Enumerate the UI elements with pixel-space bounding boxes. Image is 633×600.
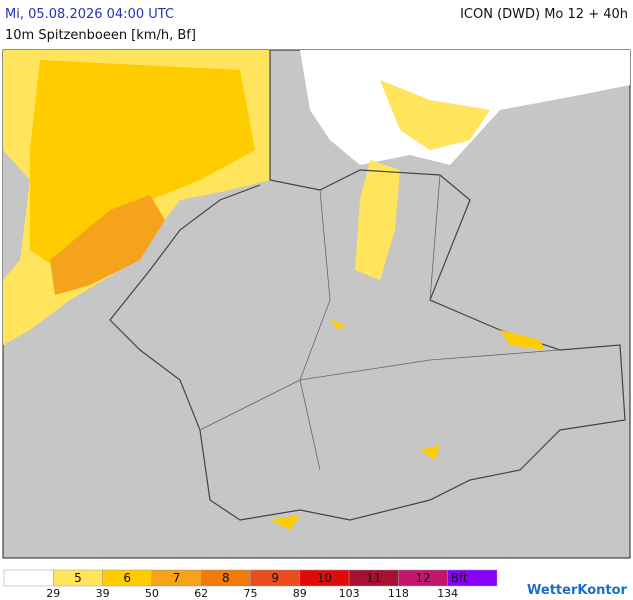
legend-label: 5 [74, 571, 82, 585]
legend-threshold: 62 [194, 587, 208, 600]
map [2, 49, 631, 559]
parameter: 10m Spitzenboeen [km/h, Bf] [5, 28, 196, 43]
legend-threshold: 89 [293, 587, 307, 600]
legend-label: 8 [222, 571, 230, 585]
legend-swatch [447, 569, 498, 587]
legend-label: 6 [123, 571, 131, 585]
datetime: Mi, 05.08.2026 04:00 UTC [5, 7, 174, 22]
legend-threshold: 103 [339, 587, 360, 600]
legend-label: 10 [317, 571, 332, 585]
model-run: ICON (DWD) Mo 12 + 40h [460, 7, 628, 22]
legend-threshold: 50 [145, 587, 159, 600]
legend-label: 7 [173, 571, 181, 585]
legend-threshold: 134 [437, 587, 458, 600]
logo: WetterKontor [527, 583, 628, 598]
legend-label: 11 [366, 571, 381, 585]
legend-swatch [3, 569, 54, 587]
legend-label: 9 [271, 571, 279, 585]
legend-label: Bft [451, 571, 468, 585]
legend-label: 12 [415, 571, 430, 585]
legend-threshold: 118 [388, 587, 409, 600]
legend-threshold: 39 [96, 587, 110, 600]
legend-threshold: 29 [46, 587, 60, 600]
legend-threshold: 75 [244, 587, 258, 600]
